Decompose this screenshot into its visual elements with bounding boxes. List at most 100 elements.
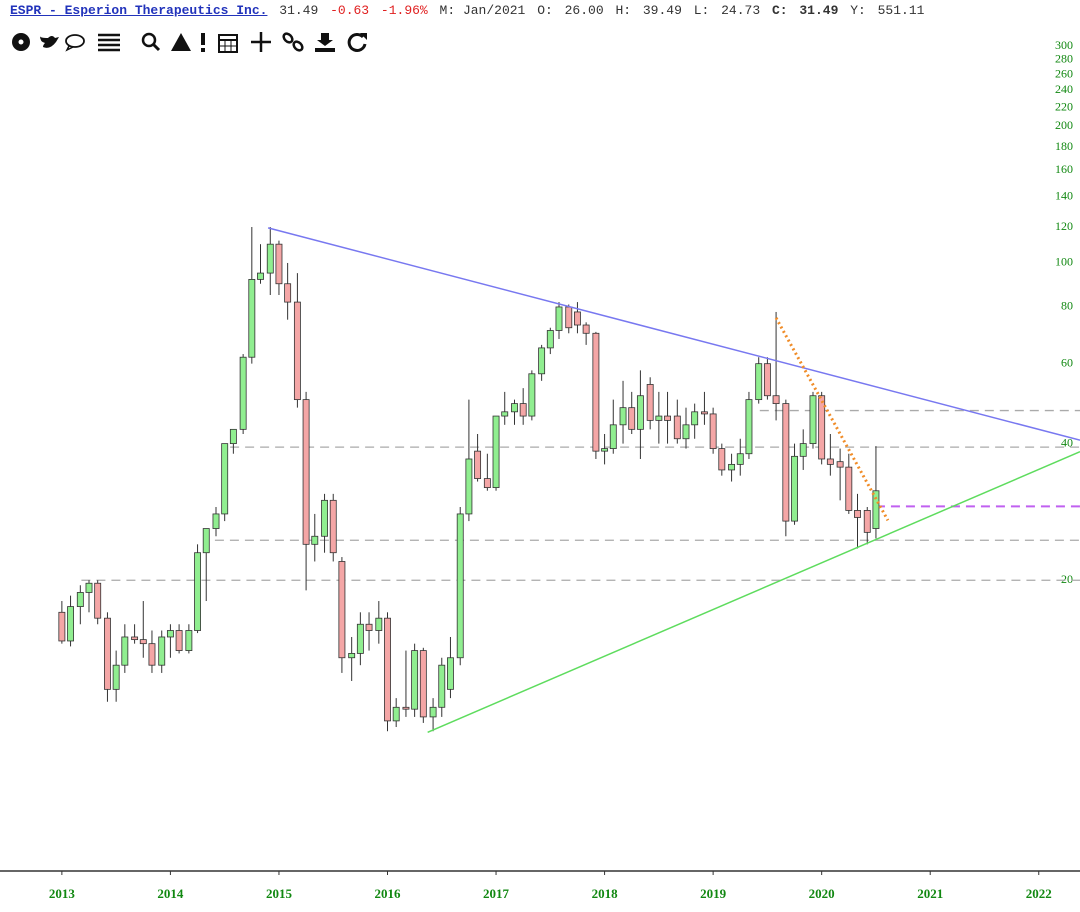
close-value: 31.49 — [799, 3, 839, 18]
period: M: Jan/2021 — [439, 3, 526, 18]
candle-body — [718, 448, 726, 471]
low-label: L: — [693, 3, 710, 18]
candle-body — [701, 411, 708, 415]
toolbar — [12, 32, 367, 53]
dashboard-icon[interactable] — [12, 33, 30, 51]
candle-body — [845, 466, 853, 511]
y-tick-label: 120 — [1055, 219, 1073, 233]
x-tick-label: 2015 — [266, 886, 293, 901]
candle-body — [736, 453, 744, 465]
candle-body — [691, 411, 699, 426]
download-icon[interactable] — [315, 33, 335, 52]
candle-body — [194, 552, 201, 631]
candle-body — [474, 450, 482, 479]
candle-body — [492, 415, 500, 489]
candle-body — [275, 243, 283, 285]
candle-body — [863, 510, 871, 533]
candle-body — [728, 463, 736, 471]
y-tick-label: 20 — [1061, 572, 1073, 586]
high-value: 39.49 — [642, 3, 682, 18]
candle-body — [338, 561, 346, 659]
y-tick-label: 160 — [1055, 162, 1073, 176]
candle-body — [582, 324, 590, 334]
candle-body — [384, 617, 391, 722]
x-tick-label: 2017 — [483, 886, 510, 901]
candle-body — [755, 363, 763, 401]
candle-body — [175, 630, 183, 651]
refresh-icon[interactable] — [347, 32, 367, 52]
candle-body — [185, 630, 193, 651]
candle-body — [139, 639, 147, 645]
exclaim-icon[interactable] — [201, 33, 205, 52]
x-tick-label: 2020 — [809, 886, 835, 901]
candle-body — [58, 611, 66, 642]
x-tick-label: 2014 — [157, 886, 184, 901]
y-tick-label: 80 — [1061, 299, 1073, 313]
move-icon[interactable] — [251, 32, 271, 52]
candle-body — [546, 330, 554, 349]
alert-icon[interactable] — [171, 33, 191, 51]
y-label: Y: — [850, 3, 866, 18]
y-tick-label: 100 — [1055, 255, 1073, 269]
candle-body — [745, 399, 753, 455]
candle-body — [131, 636, 139, 641]
candle-body — [148, 643, 156, 666]
candle-body — [555, 306, 563, 331]
x-tick-label: 2021 — [917, 886, 943, 901]
candle-body — [356, 623, 364, 654]
candle-body — [392, 706, 400, 722]
close-label: C: — [771, 3, 788, 18]
candle-body — [166, 630, 174, 638]
candle-body — [456, 513, 464, 659]
y-tick-label: 240 — [1055, 82, 1073, 96]
y-tick-label: 220 — [1055, 99, 1073, 113]
comment-icon[interactable] — [65, 34, 85, 52]
link-icon[interactable] — [282, 32, 304, 52]
search-icon[interactable] — [141, 32, 161, 52]
candle-body — [104, 617, 111, 690]
candle-body — [365, 623, 373, 631]
candle-body — [248, 279, 256, 358]
candle-body — [239, 356, 247, 430]
candle-body — [447, 657, 454, 690]
candle-body — [854, 510, 861, 518]
y-tick-label: 140 — [1055, 188, 1073, 202]
candle-body — [121, 636, 129, 666]
y-tick-label: 40 — [1061, 435, 1073, 449]
candle-body — [158, 636, 166, 666]
candle-body — [112, 664, 120, 690]
x-tick-label: 2013 — [49, 886, 76, 901]
open-label: O: — [537, 3, 553, 18]
candle-body — [229, 428, 237, 445]
candle-body — [772, 395, 780, 405]
y-tick-label: 300 — [1055, 38, 1073, 52]
candle-body — [284, 283, 292, 303]
candle-body — [791, 455, 798, 522]
low-value: 24.73 — [721, 3, 761, 18]
header: ESPR - Esperion Therapeutics Inc. 31.49 … — [10, 3, 928, 18]
candle-body — [67, 606, 74, 642]
y-tick-label: 280 — [1055, 52, 1073, 66]
x-tick-label: 2016 — [374, 886, 401, 901]
candle-body — [257, 272, 264, 280]
trend-line — [427, 450, 1080, 733]
candle-body — [419, 650, 427, 718]
candle-body — [302, 399, 310, 545]
candle-body — [664, 415, 671, 421]
x-tick-label: 2022 — [1026, 886, 1052, 901]
symbol[interactable]: ESPR - Esperion Therapeutics Inc. — [10, 3, 268, 18]
candle-body — [682, 424, 690, 440]
high-label: H: — [615, 3, 632, 18]
last-price: 31.49 — [279, 3, 319, 18]
trend-line — [774, 317, 890, 522]
x-tick-label: 2019 — [700, 886, 727, 901]
candle-body — [511, 403, 518, 413]
calendar-icon[interactable] — [218, 34, 238, 53]
candle-body — [655, 415, 663, 421]
twitter-icon[interactable] — [40, 36, 59, 48]
candle-body — [202, 528, 210, 554]
list-icon[interactable] — [98, 33, 120, 52]
candle-body — [799, 443, 807, 457]
